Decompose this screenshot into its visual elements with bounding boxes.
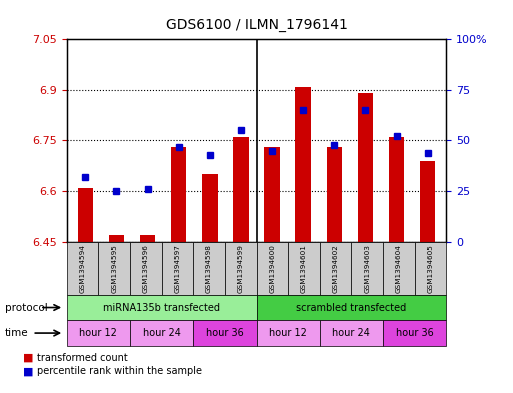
Bar [109, 235, 124, 242]
Text: ■: ■ [23, 353, 33, 363]
Bar [358, 93, 373, 242]
Text: GSM1394597: GSM1394597 [174, 244, 181, 293]
Text: GSM1394603: GSM1394603 [364, 244, 370, 293]
Text: hour 24: hour 24 [332, 328, 370, 338]
Bar [295, 86, 311, 242]
Text: scrambled transfected: scrambled transfected [297, 303, 406, 312]
Text: GSM1394598: GSM1394598 [206, 244, 212, 293]
Text: GSM1394599: GSM1394599 [238, 244, 244, 293]
Text: GSM1394594: GSM1394594 [80, 244, 86, 293]
Text: hour 36: hour 36 [206, 328, 244, 338]
Text: GSM1394596: GSM1394596 [143, 244, 149, 293]
Bar [233, 137, 249, 242]
Text: GSM1394602: GSM1394602 [332, 244, 339, 293]
Text: ■: ■ [23, 366, 33, 376]
Text: GSM1394601: GSM1394601 [301, 244, 307, 293]
Text: transformed count: transformed count [37, 353, 128, 363]
Bar [389, 137, 404, 242]
Text: hour 12: hour 12 [269, 328, 307, 338]
Text: GSM1394595: GSM1394595 [111, 244, 117, 293]
Text: protocol: protocol [5, 303, 48, 312]
Bar [264, 147, 280, 242]
Text: GDS6100 / ILMN_1796141: GDS6100 / ILMN_1796141 [166, 18, 347, 32]
Bar [140, 235, 155, 242]
Text: percentile rank within the sample: percentile rank within the sample [37, 366, 202, 376]
Text: GSM1394605: GSM1394605 [427, 244, 433, 293]
Text: hour 36: hour 36 [396, 328, 433, 338]
Text: miRNA135b transfected: miRNA135b transfected [103, 303, 220, 312]
Bar [202, 174, 218, 242]
Bar [326, 147, 342, 242]
Text: time: time [5, 328, 29, 338]
Bar [77, 188, 93, 242]
Text: GSM1394600: GSM1394600 [269, 244, 275, 293]
Text: hour 12: hour 12 [80, 328, 117, 338]
Bar [171, 147, 187, 242]
Text: hour 24: hour 24 [143, 328, 181, 338]
Bar [420, 161, 436, 242]
Text: GSM1394604: GSM1394604 [396, 244, 402, 293]
